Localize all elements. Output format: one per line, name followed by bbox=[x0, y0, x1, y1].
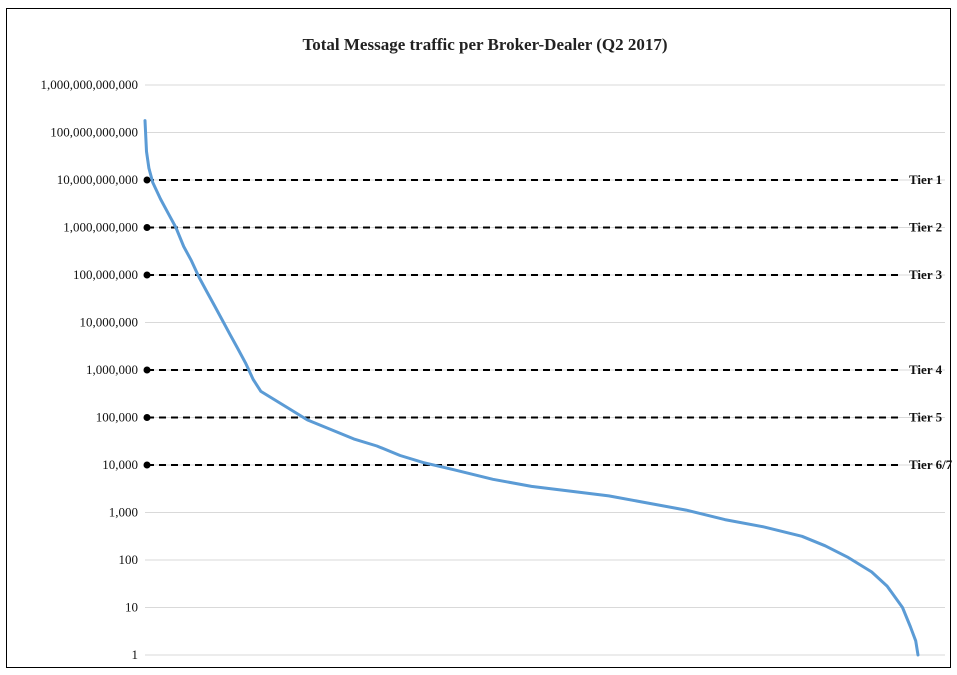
tier-lines: Tier 1 Tier 2 Tier 3 Tier 4 Tier 5 Tier 6/7 bbox=[143, 172, 953, 472]
tier-label: Tier 1 bbox=[909, 172, 942, 187]
y-axis-ticks: 1,000,000,000,000 100,000,000,000 10,000,0… bbox=[41, 77, 139, 662]
y-tick-label: 10 bbox=[125, 600, 138, 615]
tier-label: Tier 4 bbox=[909, 362, 943, 377]
tier-label: Tier 6/7 bbox=[909, 457, 953, 472]
tier-line-marker bbox=[143, 271, 151, 279]
y-tick-label: 100,000,000 bbox=[73, 267, 138, 282]
tier-line-marker bbox=[143, 224, 151, 231]
tier-label: Tier 3 bbox=[909, 267, 943, 282]
y-tick-label: 1 bbox=[132, 647, 139, 662]
tier-line-marker bbox=[143, 461, 151, 469]
tier-label: Tier 5 bbox=[909, 410, 943, 425]
y-tick-label: 1,000,000,000 bbox=[63, 220, 138, 235]
series-line bbox=[143, 119, 920, 657]
y-tick-label: 100,000 bbox=[96, 410, 138, 425]
y-tick-label: 10,000,000 bbox=[80, 315, 139, 330]
chart-title: Total Message traffic per Broker-Dealer … bbox=[302, 35, 667, 54]
y-tick-label: 100,000,000,000 bbox=[50, 125, 138, 140]
y-tick-label: 1,000 bbox=[109, 505, 138, 520]
chart-frame bbox=[6, 8, 951, 668]
y-tick-label: 1,000,000,000,000 bbox=[41, 77, 139, 92]
y-tick-label: 10,000 bbox=[102, 457, 138, 472]
y-tick-label: 1,000,000 bbox=[86, 362, 138, 377]
tier-line-marker bbox=[143, 414, 151, 421]
tier-label: Tier 2 bbox=[909, 220, 942, 235]
tier-line-marker bbox=[143, 176, 151, 184]
tier-line-marker bbox=[143, 366, 151, 374]
y-tick-label: 10,000,000,000 bbox=[57, 172, 138, 187]
series-layer bbox=[143, 119, 920, 657]
y-tick-label: 100 bbox=[119, 552, 139, 567]
